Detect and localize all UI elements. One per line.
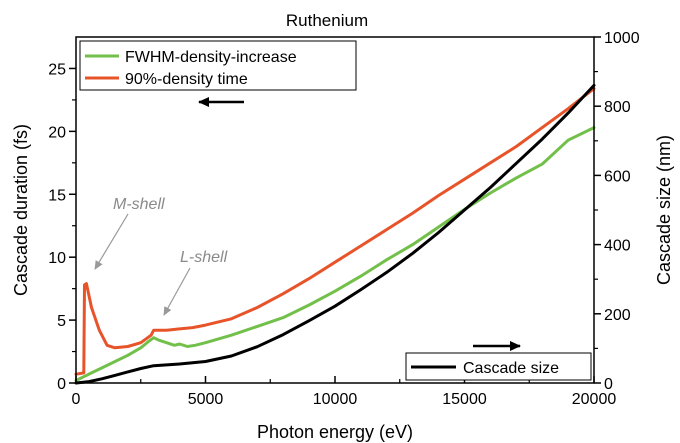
annotation-l-shell-arrow [163,267,191,316]
annotation-m-shell: M-shell [113,196,165,213]
x-tick-label: 15000 [442,391,487,408]
y-right-tick-label: 200 [604,307,631,324]
legend-label-90pct: 90%-density time [125,71,248,88]
legend-label-fwhm: FWHM-density-increase [125,49,297,66]
annotations: M-shell L-shell [94,196,228,316]
legend-top: FWHM-density-increase 90%-density time [79,40,357,91]
x-tick-label: 0 [72,391,81,408]
x-tick-label: 20000 [572,391,617,408]
plot-series [74,83,596,385]
annotation-m-shell-arrow [94,213,129,270]
y-left-tick-label: 15 [48,187,66,204]
y-left-tick-label: 5 [57,313,66,330]
legend-bottom: Cascade size [405,352,592,381]
y-right-axis-title: Cascade size (nm) [654,135,674,285]
y-right-tick-label: 0 [604,376,613,393]
series-line-3 [74,83,596,385]
x-tick-label: 5000 [188,391,224,408]
y-left-tick-label: 20 [48,124,66,141]
y-left-tick-label: 10 [48,250,66,267]
legend-label-cascade-size: Cascade size [463,360,559,377]
series-line-1 [74,126,596,382]
y-right-tick-label: 1000 [604,30,640,47]
y-left-tick-label: 0 [57,376,66,393]
y-right-tick-label: 800 [604,99,631,116]
y-right-tick-label: 400 [604,238,631,255]
y-right-tick-label: 600 [604,168,631,185]
annotation-l-shell: L-shell [180,249,228,266]
y-left-tick-label: 25 [48,61,66,78]
chart-title: Ruthenium [286,11,368,30]
legend-top-box [79,40,357,91]
y-left-axis-title: Cascade duration (fs) [11,124,31,296]
x-axis-title: Photon energy (eV) [257,422,413,442]
x-tick-label: 10000 [313,391,358,408]
series-line-2 [74,87,596,376]
axes: 0 5000 10000 15000 2000005101520250200400600… [48,30,639,408]
